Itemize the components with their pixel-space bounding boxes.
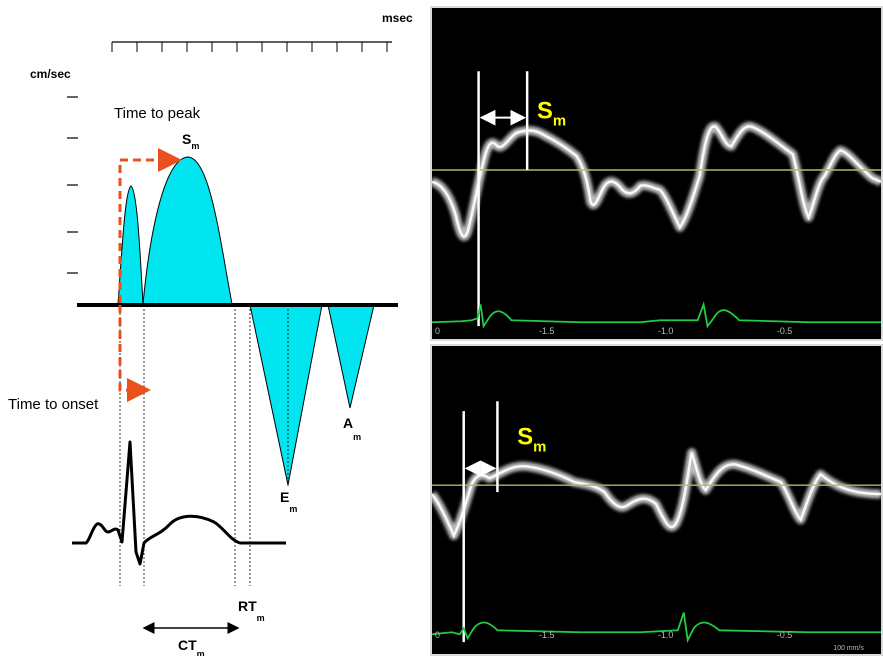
time-tick-label: -1.5 [539, 326, 554, 336]
sm-doppler-label: Sm [517, 425, 546, 456]
isovolumic-contraction-wave [117, 185, 144, 305]
timing-guide-lines [119, 305, 289, 586]
systolic-wave-sm [142, 156, 233, 305]
am-label: Am [343, 415, 361, 442]
ecg-origin-label: 0 [435, 326, 440, 336]
ecg-strip [432, 612, 881, 644]
ecg-origin-label: 0 [435, 630, 440, 640]
ct-label: CTm [178, 637, 205, 656]
em-label: Em [280, 489, 297, 514]
doppler-velocity-trace [432, 122, 881, 241]
time-axis [111, 41, 392, 52]
time-tick-label: -0.5 [777, 630, 792, 640]
time-tick-label: -1.0 [658, 630, 673, 640]
sm-doppler-label: Sm [537, 98, 566, 130]
doppler-velocity-trace [432, 448, 881, 540]
early-diastolic-wave-em [249, 304, 323, 486]
time-tick-label: -1.5 [539, 630, 554, 640]
sm-label: Sm [182, 131, 199, 151]
time-to-peak-label: Time to peak [114, 105, 201, 122]
doppler-panel-bottom: Sm 0 -1.5 -1.0 -0.5 100 mm/s [430, 344, 883, 656]
rt-label: RTm [238, 598, 265, 623]
doppler-panel-top: Sm 0 -1.5 -1.0 -0.5 [430, 6, 883, 341]
ecg-strip [432, 301, 881, 329]
time-tick-label: -1.0 [658, 326, 673, 336]
late-diastolic-wave-am [327, 304, 375, 409]
velocity-axis-ticks [67, 96, 78, 274]
y-unit-label: cm/sec [30, 67, 71, 81]
sweep-speed-label: 100 mm/s [833, 645, 864, 652]
tissue-doppler-schematic: msec cm/sec Time to peak Ti [8, 11, 413, 656]
time-to-onset-label: Time to onset [8, 396, 99, 413]
ecg-trace [72, 440, 286, 566]
time-to-onset-arrow [118, 305, 151, 402]
x-unit-label: msec [382, 11, 413, 25]
time-to-peak-arrow [118, 148, 182, 303]
time-tick-label: -0.5 [777, 326, 792, 336]
